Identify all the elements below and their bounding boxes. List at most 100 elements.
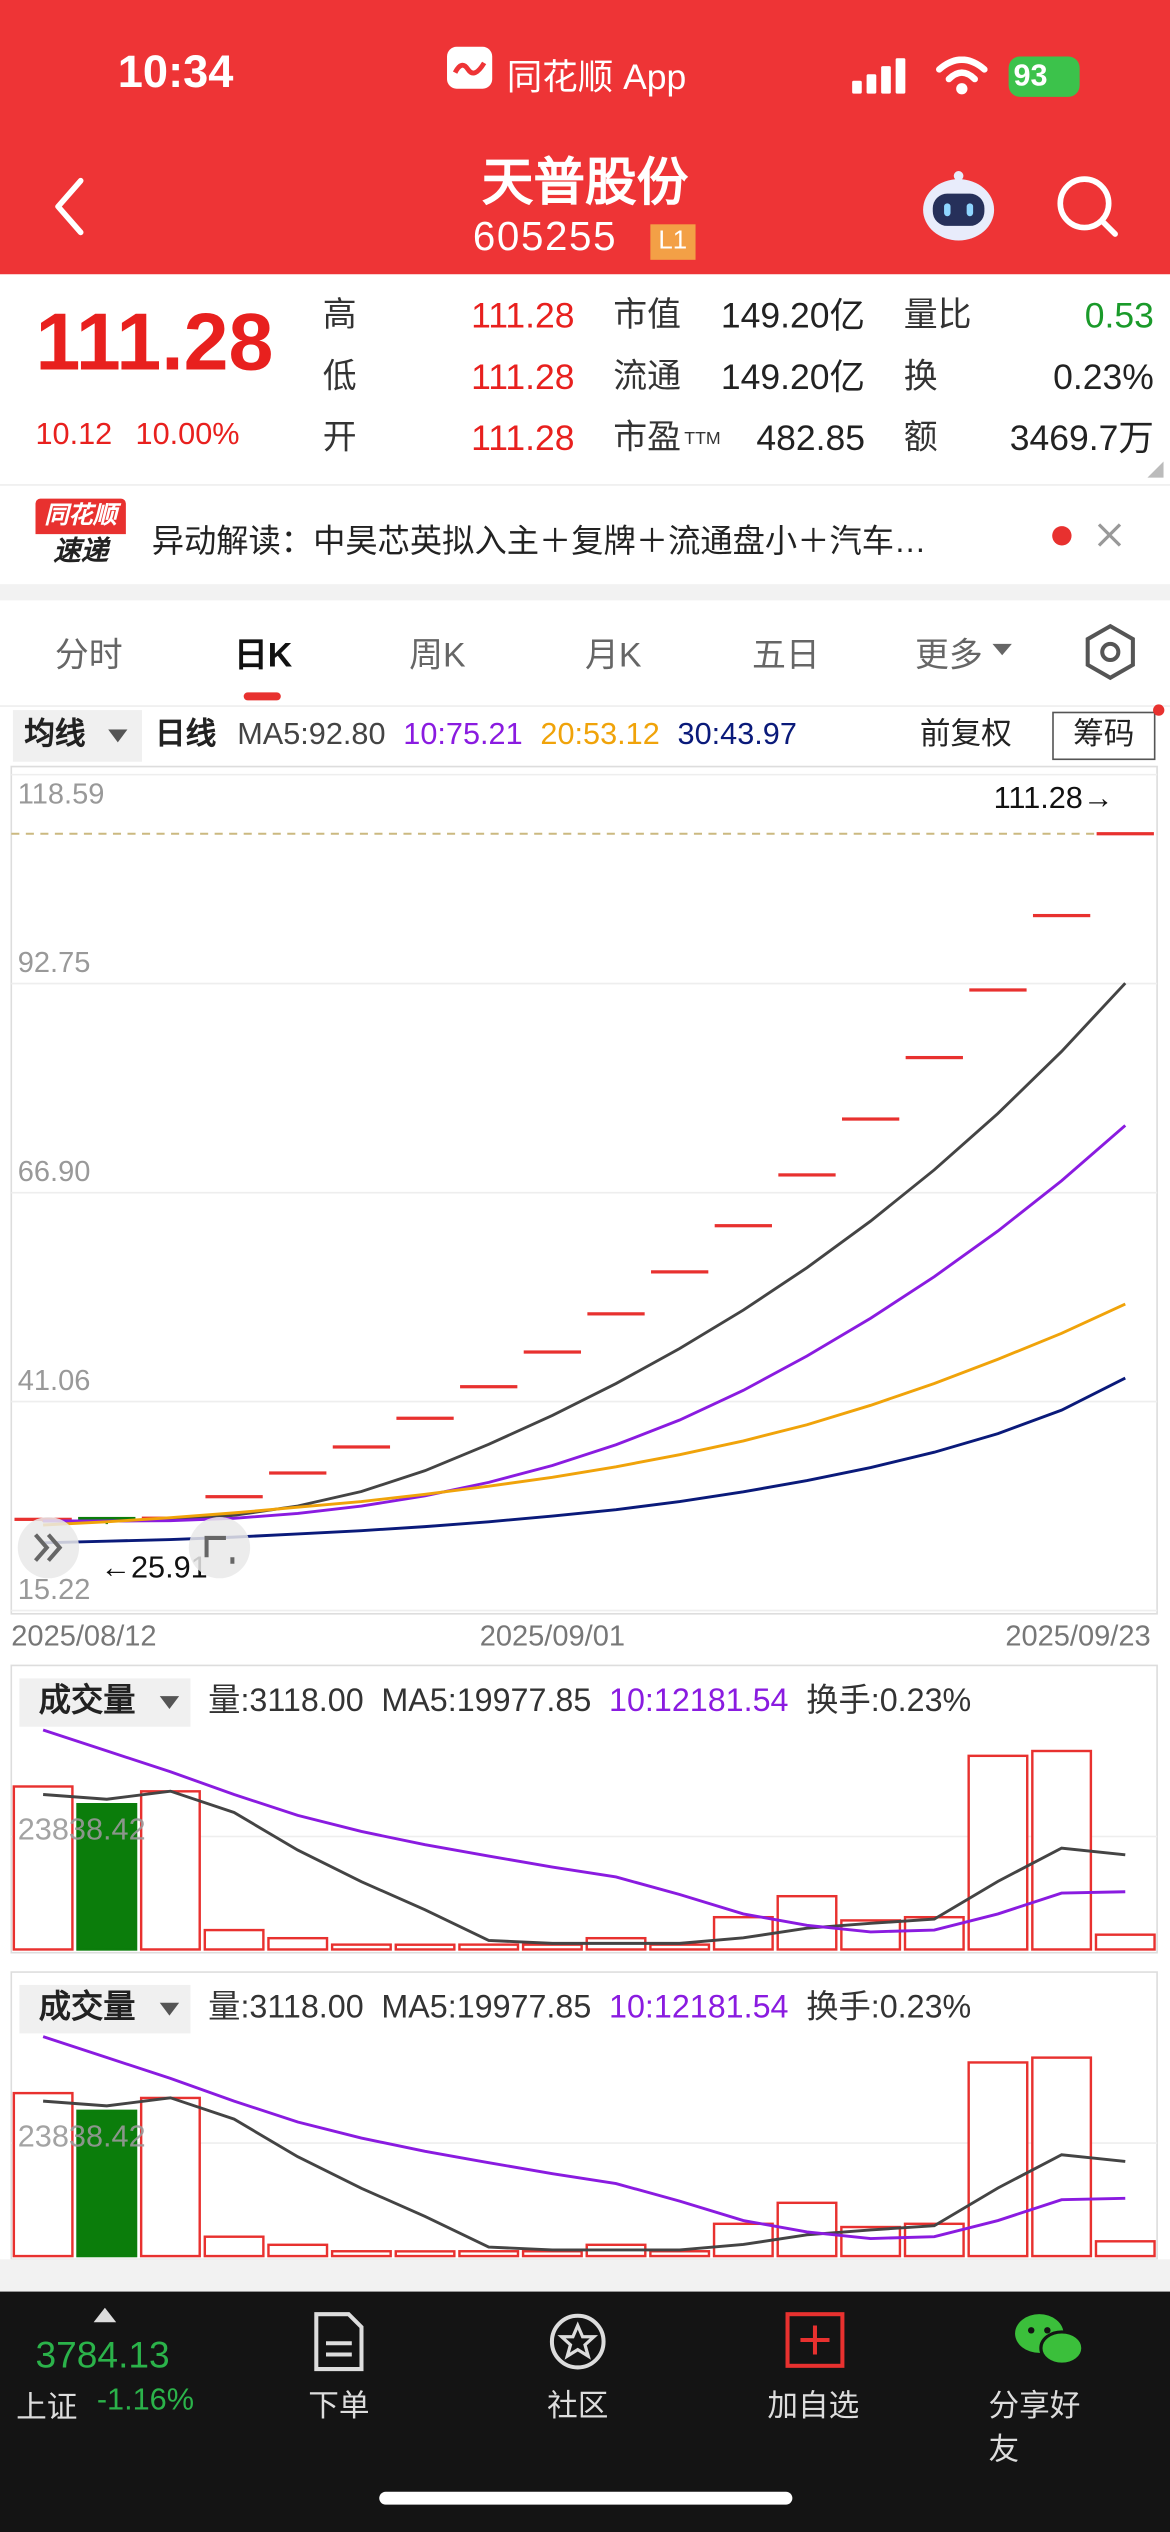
candle-body <box>460 1385 518 1389</box>
adjust-mode[interactable]: 前复权 <box>919 718 1012 753</box>
zoom-button[interactable] <box>188 1516 251 1579</box>
separator <box>0 2259 1170 2292</box>
field-label: 额 <box>903 419 938 457</box>
volume-selector-bg[interactable] <box>19 1984 191 2034</box>
share-icon[interactable] <box>1010 2308 1087 2373</box>
candle-body <box>523 1350 582 1354</box>
tab[interactable]: 分时 <box>54 637 123 675</box>
ma-line <box>43 982 1127 1523</box>
wifi-icon <box>935 56 988 95</box>
index-change[interactable]: -1.16% <box>96 2383 194 2418</box>
assistant-button[interactable] <box>917 168 1001 245</box>
legend-entry: MA5:19977.85 <box>381 1682 591 1718</box>
field-label: 换 <box>903 358 938 396</box>
field-value: 111.28 <box>471 356 575 397</box>
tab-active[interactable]: 日K <box>233 637 293 675</box>
search-button[interactable] <box>1052 171 1123 242</box>
tab-underline <box>243 692 281 701</box>
volume-bar <box>76 2109 138 2258</box>
candle-body <box>714 1224 772 1228</box>
field-label: 市盈 TTM <box>613 419 721 457</box>
volume-title[interactable]: 成交量 <box>39 1682 136 1718</box>
news-text: 异动解读：中昊芯英拟入主＋复牌＋流通盘小＋汽车… <box>151 524 927 560</box>
ma-line <box>43 1302 1126 1527</box>
top-bar: 10:34 同花顺 App 93 天普股份 605255 L1 <box>0 0 1170 275</box>
candle-body <box>969 988 1027 992</box>
dropdown-arrow <box>159 1696 180 1710</box>
candle-body <box>1032 913 1091 918</box>
home-indicator <box>379 2491 793 2505</box>
legend-entry: 换手:0.23% <box>806 1989 971 2025</box>
volume-bar <box>1094 2240 1156 2258</box>
x-tick-label: 2025/09/23 <box>1005 1621 1150 1653</box>
order-icon[interactable] <box>307 2311 372 2372</box>
watchlist-icon[interactable] <box>784 2311 845 2372</box>
separator <box>0 584 1170 601</box>
y-tick-label: 15.22 <box>18 1574 91 1606</box>
index-arrow <box>93 2307 117 2323</box>
field-value: 482.85 <box>756 417 865 459</box>
volume-bar <box>712 1915 774 1951</box>
dropdown-arrow <box>992 643 1012 656</box>
news-bar[interactable]: 同花顺 速递 异动解读：中昊芯英拟入主＋复牌＋流通盘小＋汽车… <box>0 484 1170 586</box>
legend-entry: 30:43.97 <box>677 718 797 753</box>
candle-body <box>78 1516 136 1521</box>
volume-bar <box>649 1943 711 1951</box>
volume-bar <box>458 1943 520 1951</box>
tab[interactable]: 五日 <box>752 637 820 675</box>
news-badge-bottom: 速递 <box>53 535 109 567</box>
quote-fields: 高 111.28 市值 149.20亿 量比 0.53 低 111.28 流通 149.20亿换 0… <box>0 274 1170 484</box>
field-label: 市值 <box>613 296 682 335</box>
index-value[interactable]: 3784.13 <box>35 2333 170 2376</box>
y-tick-label: 66.90 <box>18 1156 91 1188</box>
back-button[interactable] <box>45 174 93 239</box>
volume-bar <box>139 2096 201 2258</box>
volume-bar <box>649 2250 711 2258</box>
legend-entry: MA5:92.80 <box>237 718 386 753</box>
period-label: 日线 <box>154 718 217 753</box>
field-value: 149.20亿 <box>720 356 865 397</box>
nav-label[interactable]: 下单 <box>308 2390 370 2424</box>
price-change: 10.12 <box>35 417 113 452</box>
tab[interactable]: 更多 <box>915 637 983 675</box>
y-tick-label: 92.75 <box>18 947 91 979</box>
volume-ma-line <box>42 2035 1126 2241</box>
low-price-label: ←25.91 <box>100 1550 207 1584</box>
nav-label[interactable]: 加自选 <box>767 2390 860 2424</box>
expand-corner[interactable] <box>1144 458 1167 481</box>
tab[interactable]: 周K <box>409 637 466 675</box>
field-value: 149.20亿 <box>720 295 865 336</box>
chips-button[interactable]: 筹码 <box>1052 711 1156 761</box>
legend-entry: 10:12181.54 <box>609 1989 788 2025</box>
volume-bar <box>12 1785 74 1951</box>
volume-bar <box>458 2250 520 2258</box>
volume-title[interactable]: 成交量 <box>39 1989 136 2025</box>
field-label: 开 <box>322 419 357 457</box>
y-tick-label: 118.59 <box>18 778 105 810</box>
tab[interactable]: 月K <box>584 637 642 675</box>
news-close[interactable] <box>1046 515 1143 557</box>
settings-button[interactable] <box>1081 623 1139 681</box>
y-tick-label: 41.06 <box>18 1365 91 1397</box>
legend-entry: 换手:0.23% <box>806 1682 971 1718</box>
community-icon[interactable] <box>545 2311 610 2372</box>
kline-frame <box>10 765 1158 1615</box>
field-label: 流通 <box>613 358 682 396</box>
nav-label[interactable]: 分享好友 <box>988 2390 1081 2468</box>
volume-bar <box>267 2243 329 2258</box>
field-label: 量比 <box>903 296 972 335</box>
x-tick-label: 2025/08/12 <box>11 1621 156 1653</box>
nav-label[interactable]: 社区 <box>547 2390 609 2424</box>
volume-selector-bg[interactable] <box>19 1678 191 1727</box>
field-value: 0.23% <box>1053 356 1154 397</box>
field-value: 111.28 <box>471 295 575 336</box>
ma-button[interactable]: 均线 <box>24 718 86 753</box>
index-name[interactable]: 上证 <box>16 2391 78 2426</box>
volume-bar <box>76 1803 138 1951</box>
candle-body <box>205 1495 263 1499</box>
chips-dot <box>1153 704 1165 716</box>
volume-bar <box>330 1943 392 1951</box>
last-price: 111.28 <box>35 296 274 388</box>
legend-entry: 10:12181.54 <box>609 1682 788 1718</box>
